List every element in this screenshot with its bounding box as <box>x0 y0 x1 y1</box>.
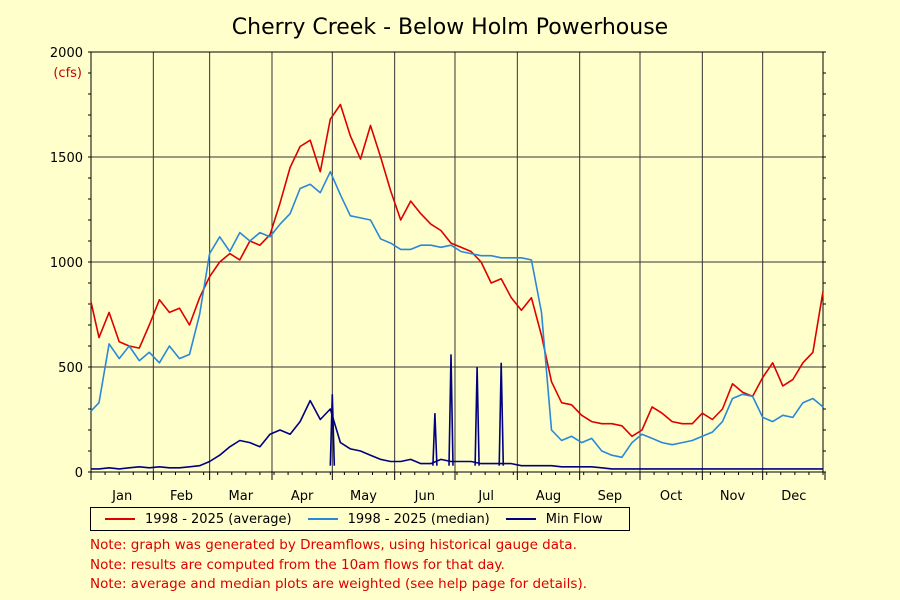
y-tick-label: 1500 <box>50 151 83 166</box>
x-tick-label: Mar <box>229 489 254 504</box>
legend-label-min-flow: Min Flow <box>545 511 603 527</box>
x-tick-label: Oct <box>660 489 682 504</box>
flow-chart: Cherry Creek - Below Holm Powerhouse (cf… <box>50 15 826 504</box>
legend-label-median: 1998 - 2025 (median) <box>347 511 490 527</box>
note-line: Note: graph was generated by Dreamflows,… <box>90 537 577 553</box>
y-axis-unit-label: (cfs) <box>53 66 82 81</box>
series-lines <box>90 103 824 470</box>
series-line-min-flow <box>91 399 823 470</box>
min-flow-spike <box>498 362 505 466</box>
x-tick-label: Sep <box>598 489 623 504</box>
min-flow-spike <box>432 413 438 466</box>
legend-swatch-average <box>105 518 135 520</box>
legend-swatch-median <box>307 518 338 520</box>
series-line-median <box>90 170 824 459</box>
x-tick-label: Feb <box>170 489 193 504</box>
legend-item-average: 1998 - 2025 (average) <box>105 512 292 527</box>
x-tick-label: Jan <box>111 489 132 504</box>
legend-item-min-flow: Min Flow <box>505 511 603 527</box>
x-tick-label: May <box>350 489 377 504</box>
series-line-average <box>90 103 824 438</box>
y-tick-label: 2000 <box>50 46 83 61</box>
legend: 1998 - 2025 (average) 1998 - 2025 (media… <box>90 507 630 531</box>
y-tick-label: 1000 <box>50 256 83 271</box>
x-tick-label: Aug <box>536 489 561 504</box>
grid-lines <box>91 52 823 472</box>
legend-item-median: 1998 - 2025 (median) <box>307 511 490 527</box>
min-flow-spike <box>448 354 454 466</box>
min-flow-spike <box>474 366 480 466</box>
y-tick-label: 500 <box>58 361 83 376</box>
notes: Note: graph was generated by Dreamflows,… <box>90 536 587 595</box>
y-tick-label: 0 <box>75 466 83 481</box>
x-tick-label: Apr <box>291 489 314 504</box>
x-tick-label: Nov <box>720 489 746 504</box>
axes: 0 500 1000 1500 2000 Jan Feb Mar Apr May Jun Jul Aug… <box>50 46 826 504</box>
chart-title: Cherry Creek - Below Holm Powerhouse <box>232 15 668 40</box>
legend-label-average: 1998 - 2025 (average) <box>145 511 292 527</box>
x-tick-label: Jul <box>477 489 494 504</box>
note-line: Note: average and median plots are weigh… <box>90 576 588 592</box>
legend-swatch-min-flow <box>505 518 536 520</box>
x-tick-label: Dec <box>781 489 806 504</box>
x-tick-label: Jun <box>414 489 435 504</box>
min-flow-spike <box>329 394 336 466</box>
note-line: Note: results are computed from the 10am… <box>90 556 505 573</box>
